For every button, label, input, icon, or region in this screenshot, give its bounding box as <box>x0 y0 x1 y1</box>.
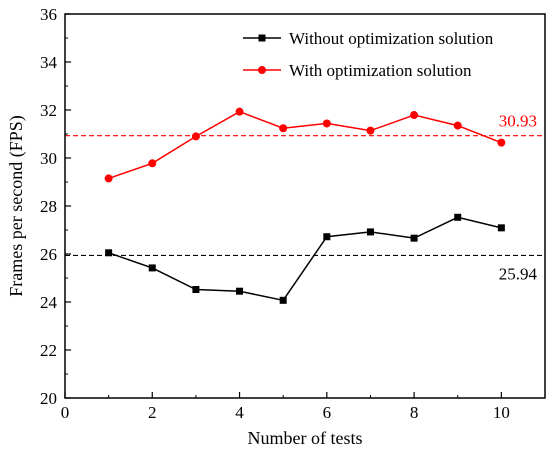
y-tick-label: 20 <box>40 389 57 408</box>
legend-item-without-optimization: Without optimization solution <box>243 29 494 48</box>
x-tick-label: 6 <box>323 403 332 422</box>
x-tick-label: 4 <box>235 403 244 422</box>
data-point-square <box>192 286 200 294</box>
legend-marker-square <box>258 34 266 42</box>
data-point-square <box>366 228 374 236</box>
data-point-circle <box>410 111 419 120</box>
series-line-0 <box>108 216 502 302</box>
data-point-circle <box>148 159 157 168</box>
data-point-circle <box>497 138 506 147</box>
legend-marker-circle <box>258 66 266 74</box>
data-point-square <box>279 296 287 304</box>
data-point-circle <box>235 107 244 116</box>
data-point-circle <box>366 126 375 135</box>
data-point-square <box>323 233 331 241</box>
data-point-square <box>410 234 418 242</box>
reference-line-label: 30.93 <box>499 112 537 131</box>
x-axis-title: Number of tests <box>248 428 363 448</box>
data-point-circle <box>279 124 288 133</box>
x-tick-label: 2 <box>148 403 157 422</box>
data-point-circle <box>322 119 331 128</box>
data-point-square <box>105 249 113 257</box>
series-layer <box>104 107 506 304</box>
x-tick-label: 0 <box>61 403 70 422</box>
reference-lines: 30.93 25.94 <box>65 112 545 283</box>
x-tick-label: 8 <box>410 403 419 422</box>
data-point-square <box>148 264 156 272</box>
y-tick-label: 26 <box>40 245 57 264</box>
x-tick-label: 10 <box>493 403 510 422</box>
y-tick-label: 32 <box>40 101 57 120</box>
data-point-square <box>236 287 244 295</box>
y-tick-label: 36 <box>40 5 57 24</box>
reference-line-label: 25.94 <box>499 264 538 283</box>
legend: Without optimization solution With optim… <box>243 29 494 80</box>
data-point-circle <box>104 174 113 183</box>
y-axis-title: Frames per second (FPS) <box>6 115 27 296</box>
data-point-square <box>497 224 505 232</box>
legend-label-without-optimization: Without optimization solution <box>289 29 494 48</box>
y-tick-label: 22 <box>40 341 57 360</box>
series-line-1 <box>108 110 502 180</box>
legend-item-with-optimization: With optimization solution <box>243 61 472 80</box>
data-point-circle <box>191 132 200 141</box>
y-tick-label: 34 <box>40 53 58 72</box>
data-point-square <box>454 213 462 221</box>
y-tick-label: 24 <box>40 293 58 312</box>
y-tick-label: 30 <box>40 149 57 168</box>
legend-label-with-optimization: With optimization solution <box>289 61 472 80</box>
y-tick-label: 28 <box>40 197 57 216</box>
data-point-circle <box>453 121 462 130</box>
